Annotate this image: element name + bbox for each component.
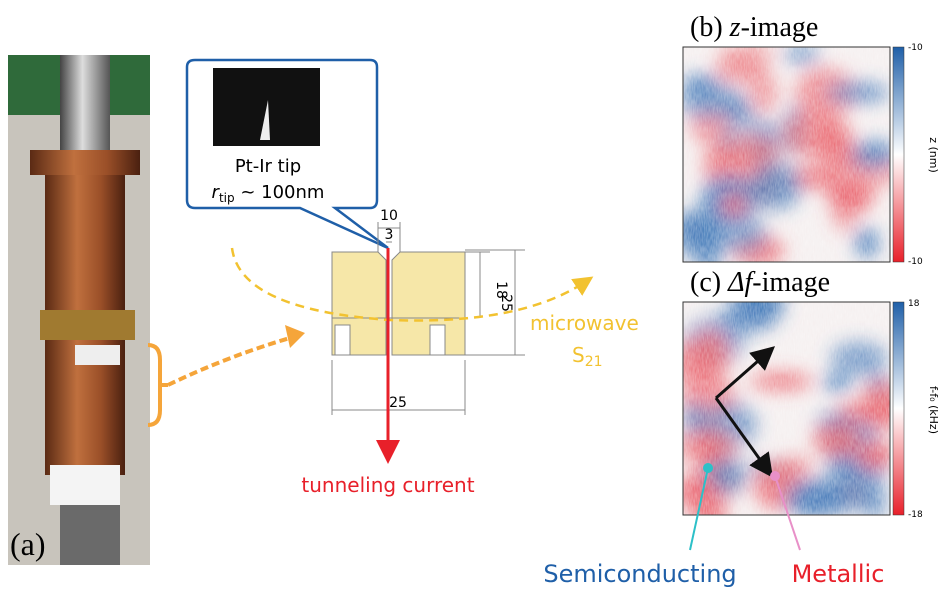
dim-width: 25 [389,395,407,411]
arrow-head [285,325,305,348]
pointer [689,467,709,551]
orange-arrow [167,333,301,387]
panel-label: (c) [690,267,728,298]
pointer-dot [770,471,780,481]
dim-gap: 3 [385,227,394,243]
legend-semiconducting: Semiconducting [543,560,736,588]
title-rest: -image [741,12,819,43]
colorbar-min: -18 [908,510,923,520]
bracket [147,343,168,427]
dim-height: 25 [498,294,514,312]
tip-radius: rtip ~ 100nm [212,182,325,205]
tip-image [260,100,270,140]
panel-title: (c) Δf-image [690,267,830,298]
panel-title: (b) z-image [690,12,818,43]
holder [331,222,525,415]
tip-name: Pt-Ir tip [235,156,301,177]
title-italic: z [729,12,741,43]
colorbar-min: -10 [908,257,923,267]
dim-inner-height: 18 [493,281,509,299]
panel-label: (b) [690,12,730,43]
panel-label: (a) [10,526,46,562]
microwave-label: microwave [530,311,639,335]
title-italic: Δf [727,267,755,298]
frame [682,301,891,516]
pointer-dot [703,463,713,473]
colorbar-max: 18 [908,299,920,309]
arrow [715,346,776,400]
radius-value: ~ 100nm [235,182,325,203]
microwave-path [230,247,594,322]
z-image [683,47,890,262]
arrow [714,397,773,478]
colorbar-max: -10 [908,43,923,53]
legend-metallic: Metallic [792,560,885,588]
radius-symbol: r [212,182,221,203]
frame [682,46,891,263]
title-rest: -image [752,267,830,298]
photo [8,55,150,565]
s-subscript: 21 [585,354,603,370]
pointer [774,475,801,551]
colorbar [892,301,905,516]
current-label: tunneling current [301,473,474,497]
colorbar [892,46,905,263]
df-image [683,302,890,515]
colorbar-label: f-f₀ (kHz) [927,386,940,434]
s21: S21 [572,343,603,370]
dim-top: 10 [380,208,398,224]
radius-subscript: tip [219,191,235,205]
s-symbol: S [572,343,585,367]
colorbar-label: z (nm) [927,137,940,173]
